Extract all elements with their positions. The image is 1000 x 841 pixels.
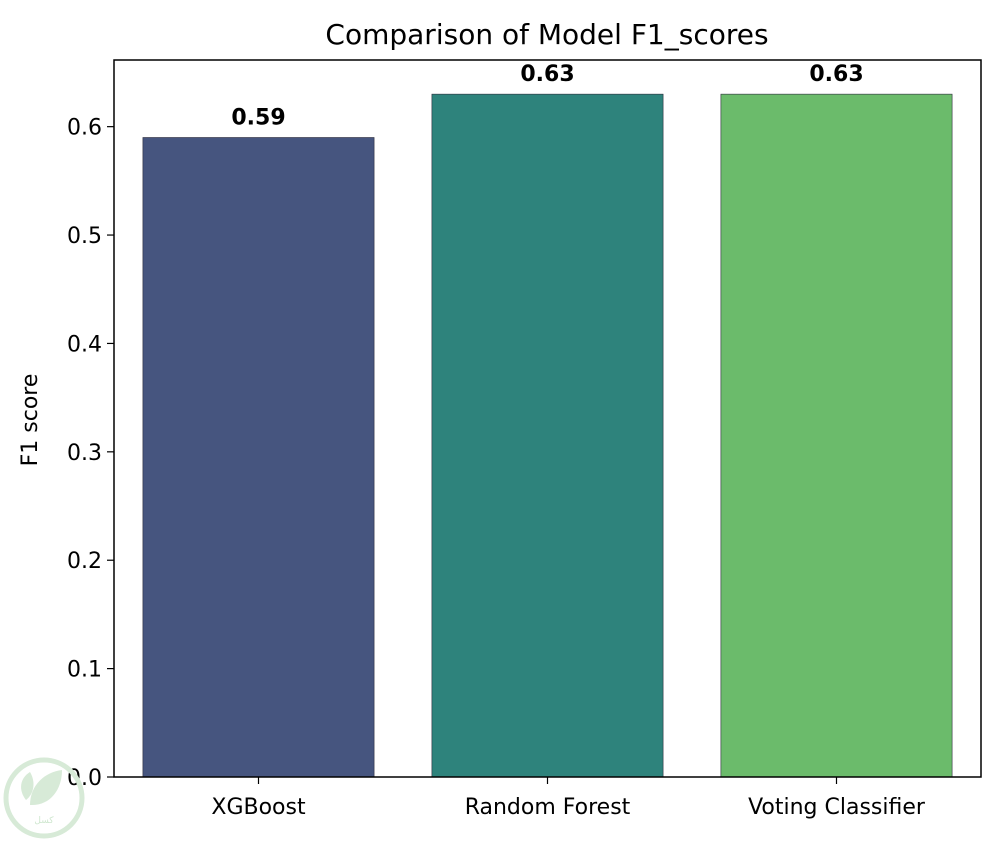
y-axis-ticks: 0.00.10.20.30.40.50.6 bbox=[67, 116, 114, 791]
y-tick-label: 0.5 bbox=[67, 224, 102, 249]
data-labels: 0.59 0.63 0.63 bbox=[231, 62, 863, 130]
chart-title: Comparison of Model F1_scores bbox=[325, 18, 768, 51]
watermark-text: كسل bbox=[34, 816, 54, 826]
leaf-shape bbox=[21, 772, 34, 800]
bar-xgboost bbox=[142, 137, 375, 778]
data-label: 0.63 bbox=[809, 62, 863, 87]
leaf-logo-icon bbox=[3, 757, 85, 839]
x-tick-label: XGBoost bbox=[211, 795, 306, 820]
leaf-shape bbox=[30, 770, 62, 806]
x-tick-label: Random Forest bbox=[465, 795, 631, 820]
plot-frame bbox=[113, 59, 982, 778]
watermark-logo: كسل bbox=[3, 757, 85, 839]
bars bbox=[142, 93, 953, 778]
y-tick-label: 0.4 bbox=[67, 332, 102, 357]
y-tick-label: 0.1 bbox=[67, 658, 102, 683]
y-tick-label: 0.6 bbox=[67, 116, 102, 141]
bar-random-forest bbox=[431, 93, 664, 778]
bar-voting-classifier bbox=[720, 93, 953, 778]
y-tick-label: 0.3 bbox=[67, 441, 102, 466]
x-axis-ticks: XGBoost Random Forest Voting Classifier bbox=[211, 777, 926, 820]
data-label: 0.59 bbox=[231, 105, 285, 130]
x-tick-label: Voting Classifier bbox=[748, 795, 926, 820]
y-axis-label: F1 score bbox=[18, 374, 43, 467]
y-tick-label: 0.2 bbox=[67, 549, 102, 574]
data-label: 0.63 bbox=[520, 62, 574, 87]
